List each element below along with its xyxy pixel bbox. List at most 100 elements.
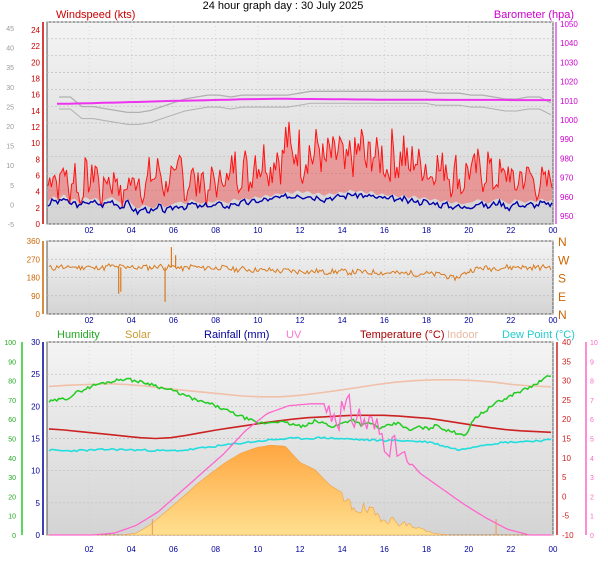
temperature-tick: 10 xyxy=(562,454,571,463)
wind-x-tick: 22 xyxy=(506,226,515,235)
gust-tick: 5 xyxy=(10,183,14,190)
wind-x-tick: 10 xyxy=(253,226,262,235)
gust-tick: 25 xyxy=(6,104,14,111)
windspeed-tick: 2 xyxy=(36,204,41,213)
legend-rainfall: Rainfall (mm) xyxy=(204,329,269,341)
direction-tick: 270 xyxy=(27,255,41,264)
legend-uv: UV xyxy=(286,329,302,341)
humidity-tick: 70 xyxy=(8,398,16,405)
legend-temperature: Temperature (°C) xyxy=(360,329,444,341)
humidity-tick: 30 xyxy=(8,475,16,482)
legend-solar: Solar xyxy=(125,329,151,341)
humidity-tick: 80 xyxy=(8,379,16,386)
wind-x-tick: 14 xyxy=(338,226,347,235)
windspeed-range-area xyxy=(48,121,552,209)
temperature-tick: 15 xyxy=(562,435,571,444)
temperature-tick: 20 xyxy=(562,415,571,424)
barometer-tick: 950 xyxy=(560,212,574,221)
direction-x-tick: 14 xyxy=(338,316,347,325)
wind-x-tick: 18 xyxy=(422,226,431,235)
barometer-tick: 1030 xyxy=(560,58,578,67)
windspeed-tick: 4 xyxy=(36,188,41,197)
humidity-tick: 40 xyxy=(8,456,16,463)
legend-dewpoint: Dew Point (°C) xyxy=(502,329,575,341)
direction-x-tick: 02 xyxy=(85,316,94,325)
uv-tick: 5 xyxy=(590,437,594,444)
windspeed-tick: 14 xyxy=(31,107,40,116)
wind-x-tick: 04 xyxy=(127,226,136,235)
compass-tick: N xyxy=(558,235,567,249)
uv-tick: 0 xyxy=(590,533,594,540)
direction-tick: 360 xyxy=(27,237,41,246)
gust-tick: 20 xyxy=(6,124,14,131)
windspeed-max-series xyxy=(47,121,553,208)
wind-x-tick: 16 xyxy=(380,226,389,235)
direction-x-tick: 18 xyxy=(422,316,431,325)
humidity-tick: 100 xyxy=(4,340,16,347)
wind-x-tick: 02 xyxy=(85,226,94,235)
barometer-previous-low-series xyxy=(59,102,552,125)
wind-x-tick: 00 xyxy=(549,226,558,235)
barometer-tick: 970 xyxy=(560,174,574,183)
windspeed-avg-series xyxy=(47,192,553,216)
rainfall-tick: 0 xyxy=(36,531,41,540)
rainfall-tick: 5 xyxy=(36,499,41,508)
barometer-tick: 1000 xyxy=(560,116,578,125)
rainfall-tick: 25 xyxy=(31,370,40,379)
windspeed-tick: 6 xyxy=(36,172,41,181)
uv-tick: 7 xyxy=(590,398,594,405)
gust-tick: -5 xyxy=(8,222,14,229)
gust-tick: 10 xyxy=(6,163,14,170)
direction-x-tick: 04 xyxy=(127,316,136,325)
temperature-tick: -10 xyxy=(562,531,574,540)
humidity-series xyxy=(48,374,552,437)
humidity-tick: 60 xyxy=(8,417,16,424)
windspeed-tick: 16 xyxy=(31,91,40,100)
windspeed-tick: 12 xyxy=(31,123,40,132)
direction-x-tick: 16 xyxy=(380,316,389,325)
direction-series xyxy=(48,263,552,282)
rainfall-tick: 10 xyxy=(31,467,40,476)
compass-tick: E xyxy=(558,290,566,304)
uv-series xyxy=(49,392,551,536)
direction-x-tick: 06 xyxy=(169,316,178,325)
barometer-tick: 1010 xyxy=(560,97,578,106)
gust-tick: 45 xyxy=(6,26,14,33)
direction-x-tick: 00 xyxy=(549,316,558,325)
gust-tick: 35 xyxy=(6,65,14,72)
direction-x-tick: 22 xyxy=(506,316,515,325)
uv-tick: 6 xyxy=(590,417,594,424)
temperature-x-tick: 14 xyxy=(338,545,347,554)
humidity-tick: 20 xyxy=(8,494,16,501)
gust-tick: 30 xyxy=(6,85,14,92)
gust-tick: 40 xyxy=(6,46,14,53)
barometer-tick: 1050 xyxy=(560,20,578,29)
legend-humidity: Humidity xyxy=(57,329,100,341)
barometer-axis-label: Barometer (hpa) xyxy=(494,9,574,21)
barometer-tick: 960 xyxy=(560,193,574,202)
uv-tick: 9 xyxy=(590,359,594,366)
temperature-tick: 30 xyxy=(562,377,571,386)
temperature-x-tick: 20 xyxy=(464,545,473,554)
temperature-x-tick: 16 xyxy=(380,545,389,554)
barometer-previous-series xyxy=(59,90,552,114)
temperature-series xyxy=(48,414,552,440)
windspeed-axis-label: Windspeed (kts) xyxy=(56,9,135,21)
temperature-tick: 0 xyxy=(562,492,567,501)
temperature-x-tick: 02 xyxy=(85,545,94,554)
humidity-tick: 50 xyxy=(8,437,16,444)
temperature-x-tick: 18 xyxy=(422,545,431,554)
barometer-tick: 990 xyxy=(560,135,574,144)
uv-tick: 3 xyxy=(590,475,594,482)
windspeed-tick: 24 xyxy=(31,26,40,35)
windspeed-tick: 18 xyxy=(31,75,40,84)
humidity-tick: 90 xyxy=(8,359,16,366)
temperature-tick: 40 xyxy=(562,338,571,347)
temperature-x-tick: 10 xyxy=(253,545,262,554)
barometer-series xyxy=(57,97,551,105)
temperature-tick: 35 xyxy=(562,357,571,366)
direction-x-tick: 10 xyxy=(253,316,262,325)
humidity-tick: 10 xyxy=(8,514,16,521)
